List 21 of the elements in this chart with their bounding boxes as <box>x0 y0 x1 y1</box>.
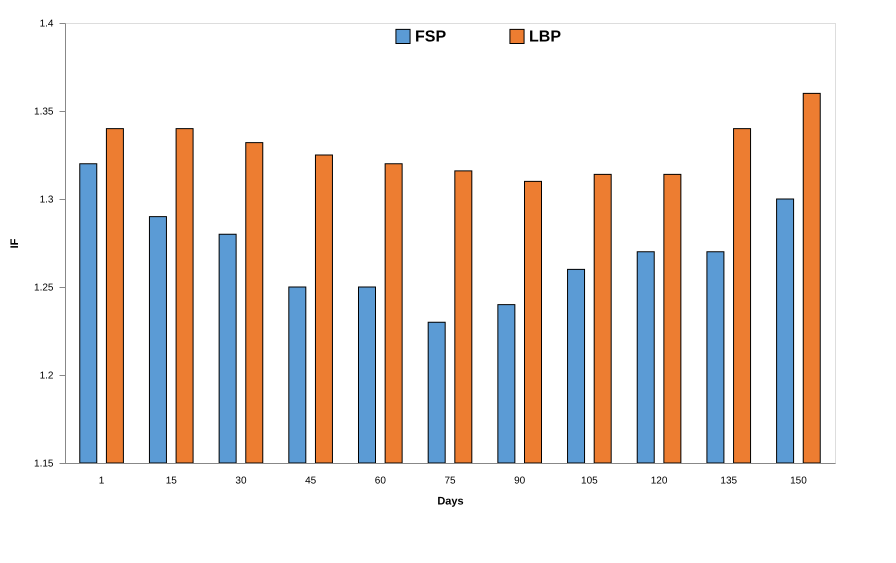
x-tick-label: 150 <box>790 476 808 486</box>
x-tick-label: 60 <box>374 476 386 486</box>
x-tick-label: 105 <box>581 476 598 486</box>
x-axis-title: Days <box>437 496 464 508</box>
legend-label: LBP <box>529 28 562 46</box>
y-tick-label: 1.2 <box>40 370 54 382</box>
y-tick-label: 1.25 <box>34 282 54 294</box>
x-tick-label: 90 <box>514 476 526 486</box>
x-tick-label: 45 <box>305 476 317 486</box>
x-tick-label: 30 <box>235 476 247 486</box>
x-tick-label: 1 <box>98 476 105 486</box>
y-tick-label: 1.15 <box>34 458 54 470</box>
legend-label: FSP <box>415 28 446 46</box>
y-tick-label: 1.35 <box>34 106 54 118</box>
x-tick-label: 75 <box>444 476 456 486</box>
x-tick-label: 135 <box>720 476 738 486</box>
y-tick-label: 1.4 <box>40 18 54 30</box>
x-tick-label: 15 <box>166 476 178 486</box>
y-axis-title: IF <box>9 238 22 248</box>
x-tick-label: 120 <box>650 476 668 486</box>
y-tick-label: 1.3 <box>40 194 54 206</box>
